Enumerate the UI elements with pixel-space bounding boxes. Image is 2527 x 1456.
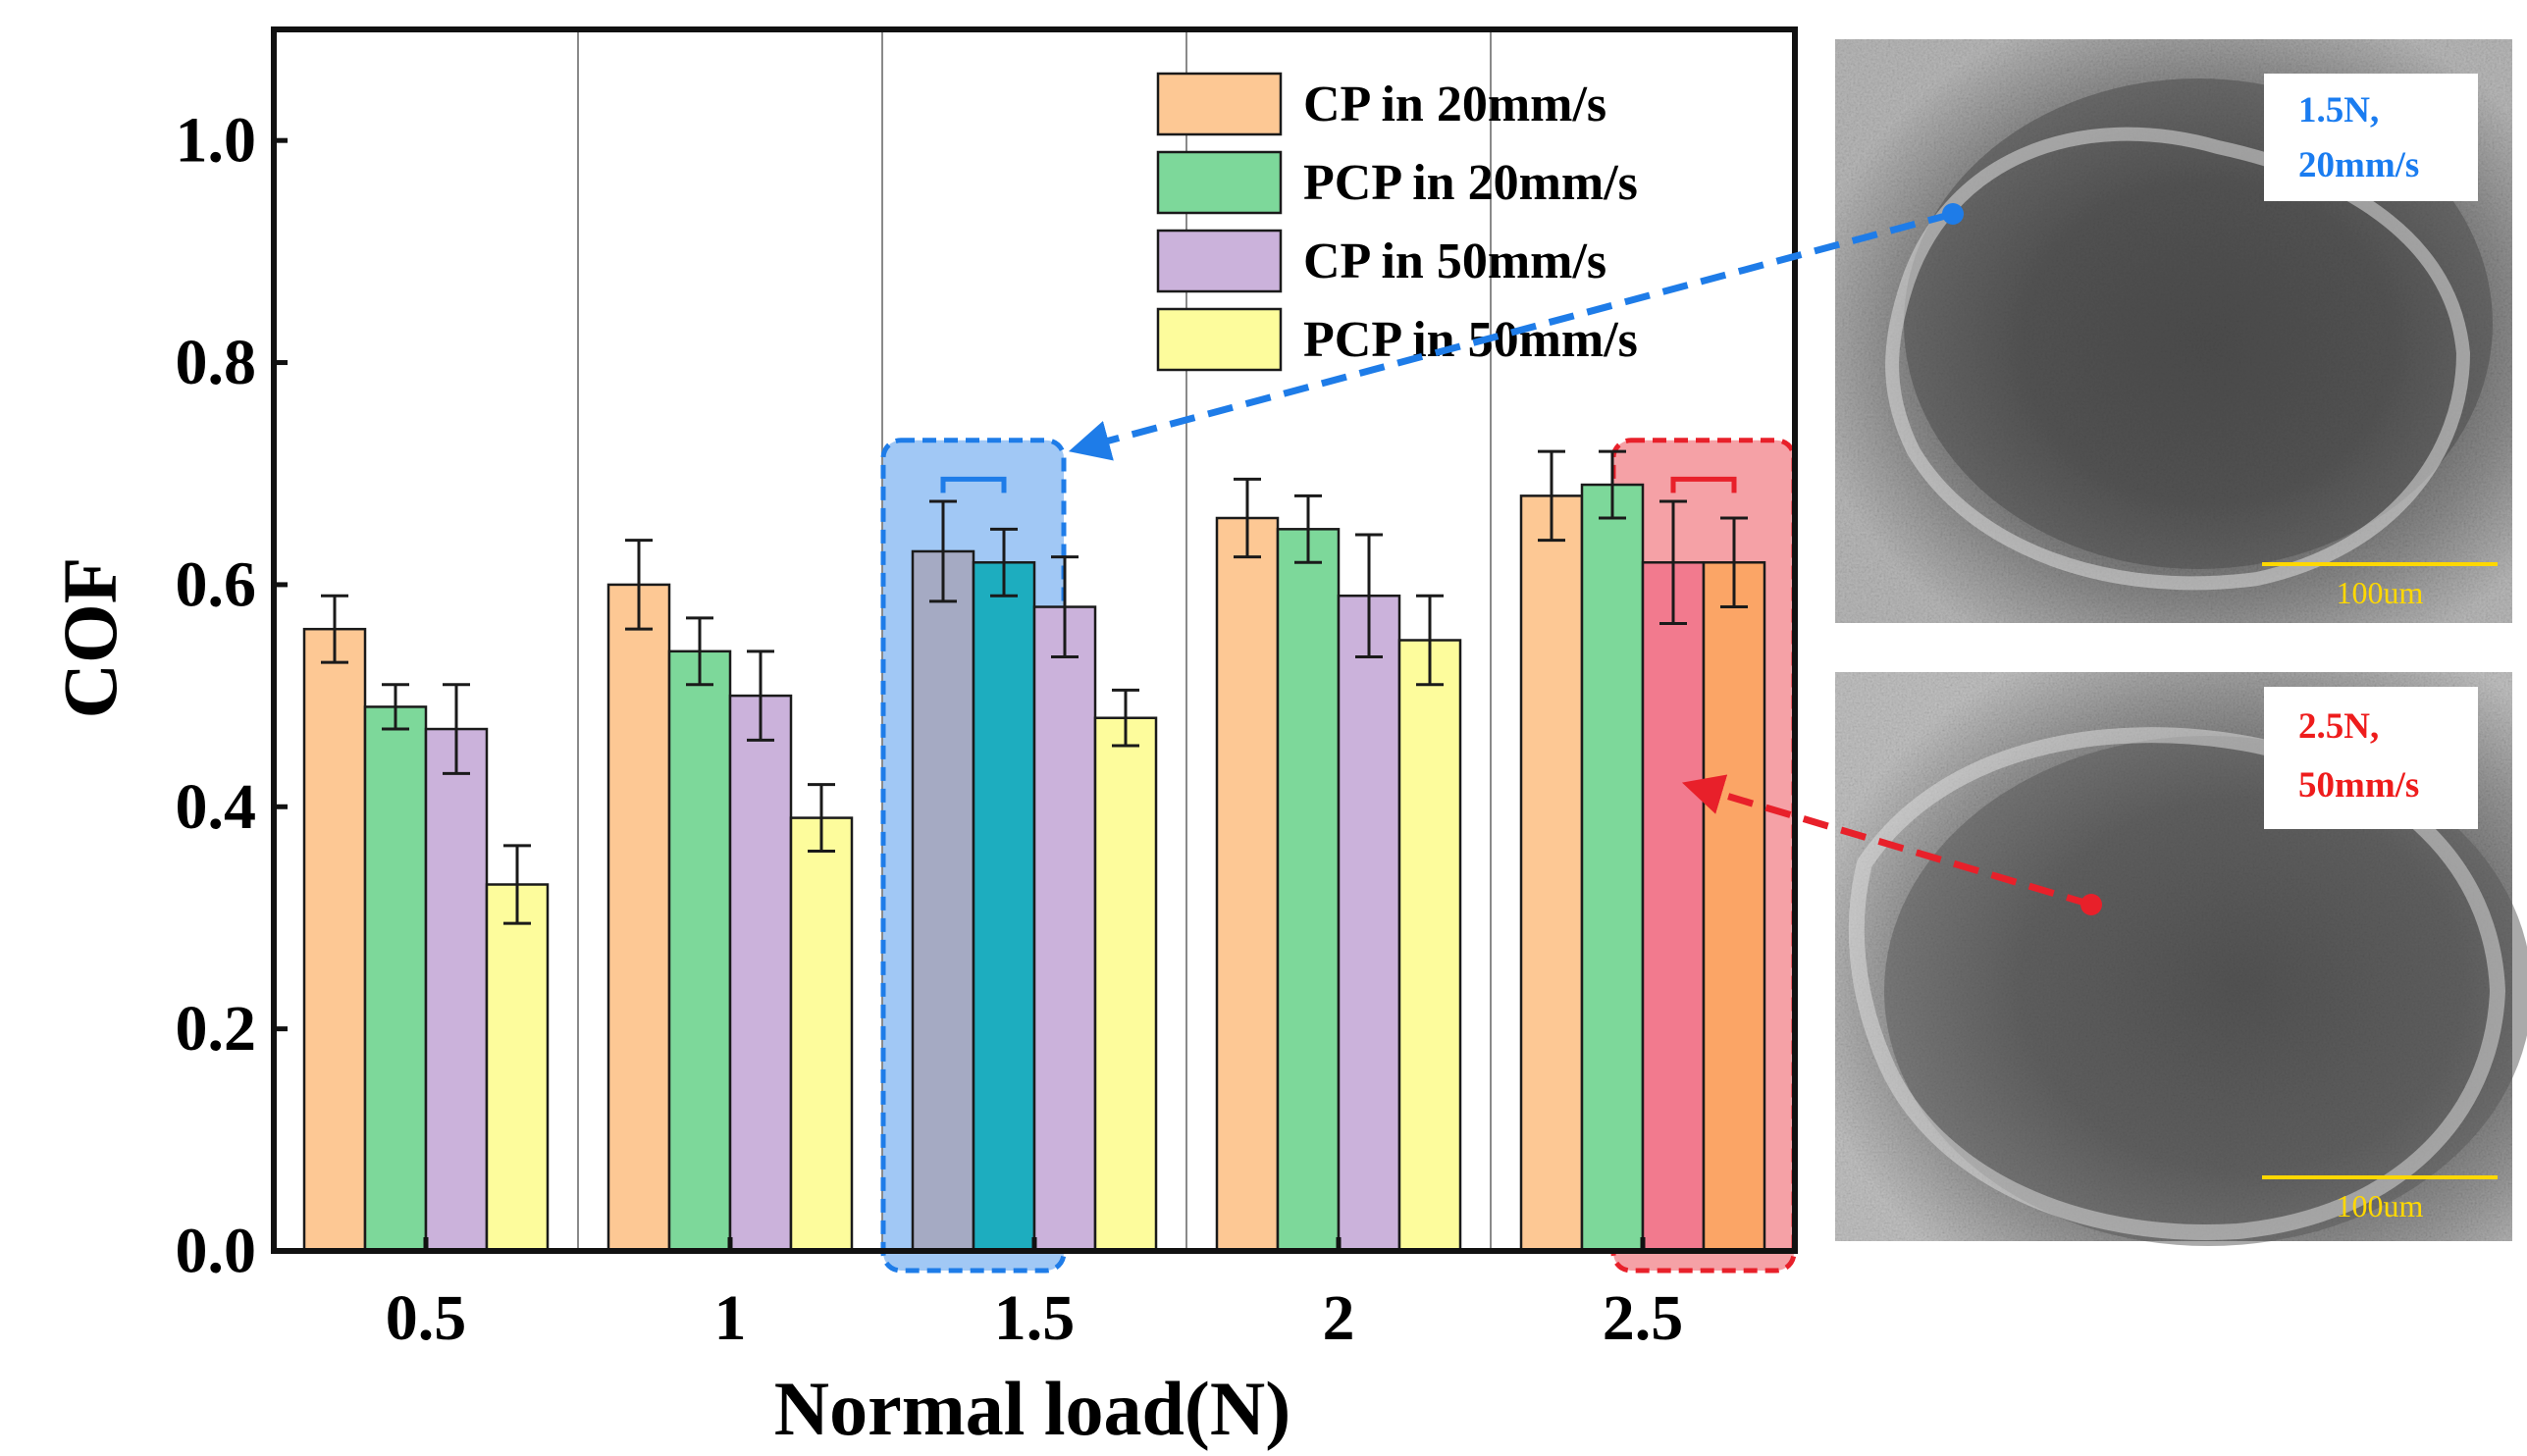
scale-bar-top-label: 100um <box>2337 575 2424 610</box>
micrograph-top: 1.5N, 20mm/s 100um <box>1835 39 2512 623</box>
bar-0-2 <box>1215 516 1280 1253</box>
legend: CP in 20mm/s PCP in 20mm/s CP in 50mm/s PCP… <box>1156 72 1638 372</box>
micrograph-bottom-label-line2: 50mm/s <box>2298 765 2419 806</box>
bar-1-0-5 <box>363 705 428 1253</box>
y-tick-label: 0.4 <box>176 771 257 843</box>
bar-1-2 <box>1276 528 1341 1253</box>
y-tick-label: 1.0 <box>176 105 257 177</box>
bar-3-0-5 <box>485 883 550 1253</box>
x-axis-ticks: 0.5 1 1.5 2 2.5 <box>386 1237 1684 1354</box>
micrograph-top-label-line1: 1.5N, <box>2298 90 2379 130</box>
y-tick-label: 0.6 <box>176 548 257 620</box>
bar-3-1 <box>789 816 854 1253</box>
y-tick-label: 0.0 <box>176 1216 257 1287</box>
bar-0-2-5 <box>1519 494 1584 1253</box>
legend-swatch-1 <box>1156 150 1283 215</box>
y-tick-label: 0.2 <box>176 993 257 1065</box>
bar-0-1 <box>606 583 671 1253</box>
connector-arrows <box>1068 203 2102 915</box>
legend-swatch-2 <box>1156 229 1283 293</box>
x-axis-label: Normal load(N) <box>774 1366 1290 1451</box>
bar-2-1-5 <box>1032 605 1097 1253</box>
bar-0-0-5 <box>302 627 367 1253</box>
micrograph-bottom-label-box <box>2264 687 2478 829</box>
bar-1-1 <box>667 650 732 1253</box>
error-bars <box>321 449 1748 925</box>
bar-1-1-5 <box>972 561 1036 1253</box>
wear-scar-edge-bottom <box>1848 727 2506 1240</box>
bar-3-1-5 <box>1093 716 1158 1253</box>
arrow-bottom <box>1681 774 2093 909</box>
legend-label-3: PCP in 50mm/s <box>1303 312 1638 368</box>
scale-bar-bottom-label: 100um <box>2337 1188 2424 1223</box>
x-tick-label: 1.5 <box>994 1282 1076 1354</box>
arrow-top <box>1068 210 1954 461</box>
legend-label-0: CP in 20mm/s <box>1303 77 1606 132</box>
legend-label-1: PCP in 20mm/s <box>1303 155 1638 211</box>
micrograph-top-label-line2: 20mm/s <box>2298 145 2419 185</box>
wear-scar-edge-top <box>1885 127 2471 591</box>
bar-3-2-5 <box>1702 561 1766 1253</box>
y-axis-ticks: 0.0 0.2 0.4 0.6 0.8 1.0 <box>176 105 288 1287</box>
x-tick-label: 1 <box>714 1282 747 1354</box>
micrograph-bottom: 2.5N, 50mm/s 100um <box>1835 672 2527 1246</box>
bar-2-2 <box>1337 594 1401 1253</box>
y-axis-label: COF <box>47 557 132 719</box>
legend-label-2: CP in 50mm/s <box>1303 234 1606 289</box>
bar-1-2-5 <box>1580 483 1645 1253</box>
bar-2-1 <box>728 694 793 1253</box>
bar-2-0-5 <box>424 727 489 1253</box>
comparison-bracket <box>1670 476 1737 494</box>
legend-swatch-3 <box>1156 307 1283 372</box>
bar-0-1-5 <box>911 549 975 1253</box>
wear-scar-bottom <box>1884 736 2527 1246</box>
x-tick-label: 2 <box>1323 1282 1355 1354</box>
y-tick-label: 0.8 <box>176 327 257 398</box>
bar-3-2 <box>1397 639 1462 1253</box>
comparison-bracket <box>940 476 1007 494</box>
comparison-brackets <box>940 476 1737 494</box>
micrograph-bottom-label-line1: 2.5N, <box>2298 706 2379 747</box>
bar-series <box>302 483 1766 1253</box>
legend-swatch-0 <box>1156 72 1283 136</box>
micrograph-top-label-box <box>2264 74 2478 201</box>
x-tick-label: 0.5 <box>386 1282 467 1354</box>
bar-2-2-5 <box>1641 561 1706 1253</box>
x-tick-label: 2.5 <box>1603 1282 1684 1354</box>
